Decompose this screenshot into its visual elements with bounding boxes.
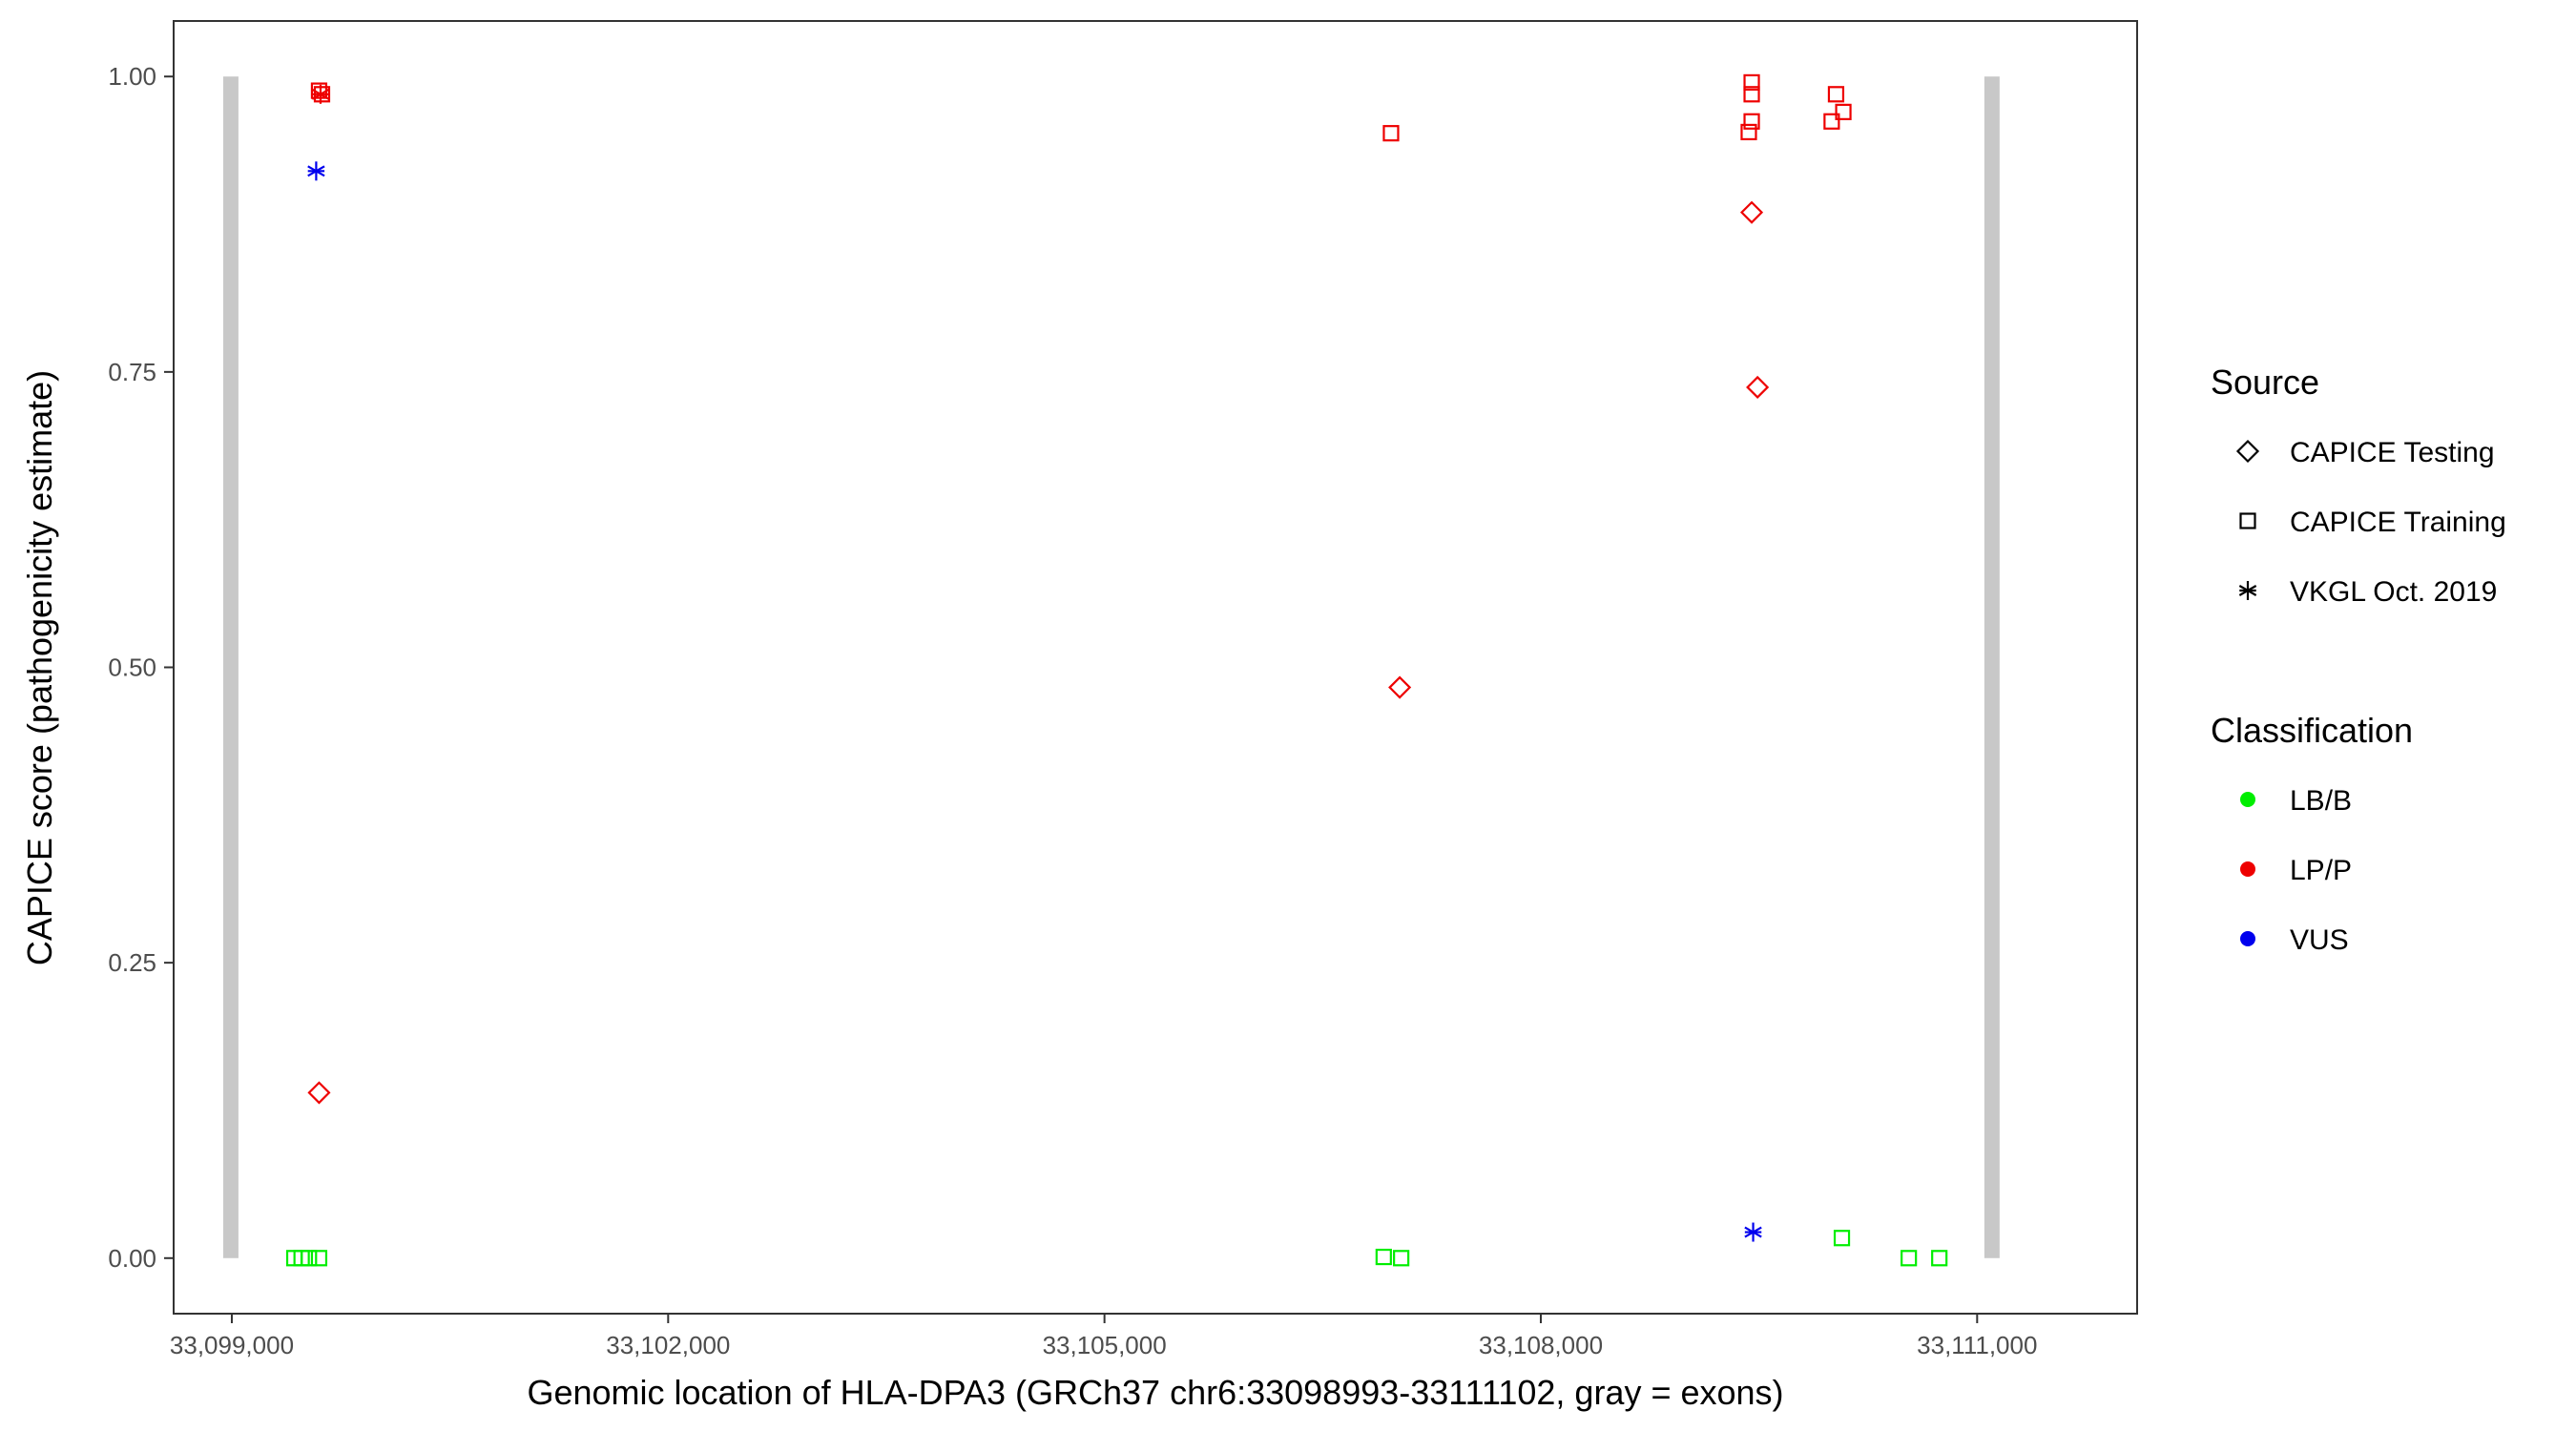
- y-tick-label: 1.00: [108, 62, 156, 91]
- data-point: [1743, 73, 1760, 92]
- legend-key-dot: [2240, 861, 2255, 877]
- data-point: [1743, 113, 1760, 130]
- y-axis: 0.00 0.25 0.50 0.75 1.00: [108, 62, 174, 1273]
- data-point: [1740, 123, 1757, 141]
- data-point: [1375, 1248, 1392, 1266]
- data-point: [1931, 1250, 1948, 1267]
- data-point: [1827, 86, 1845, 103]
- data-point: [1835, 103, 1852, 120]
- x-axis: 33,099,000 33,102,000 33,105,000 33,108,000…: [170, 1314, 2037, 1359]
- data-point: [1746, 375, 1770, 400]
- exon-bars: [222, 76, 2000, 1258]
- x-tick-label: 33,099,000: [170, 1331, 294, 1359]
- legend-key-square: [2239, 512, 2256, 529]
- data-point: [1901, 1250, 1918, 1267]
- x-tick-label: 33,111,000: [1917, 1331, 2037, 1359]
- legend-key-dot: [2240, 931, 2255, 946]
- legend-label: VUS: [2290, 924, 2349, 956]
- y-axis-title: CAPICE score (pathogenicity estimate): [20, 370, 59, 965]
- legend-classification-title: Classification: [2211, 711, 2413, 750]
- legend: Source CAPICE Testing CAPICE Training VKGL…: [2211, 363, 2506, 956]
- y-tick-label: 0.25: [108, 948, 156, 977]
- exon-bar: [222, 76, 239, 1258]
- legend-classification-items: LB/B LP/P VUS: [2240, 785, 2352, 956]
- data-point: [301, 1250, 318, 1267]
- data-point: [1833, 1230, 1851, 1247]
- legend-key-asterisk: [2238, 581, 2257, 600]
- x-axis-title: Genomic location of HLA-DPA3 (GRCh37 chr…: [527, 1373, 1783, 1412]
- legend-label: CAPICE Training: [2290, 507, 2506, 538]
- legend-key-diamond: [2235, 439, 2260, 464]
- data-point: [313, 86, 331, 103]
- legend-key-dot: [2240, 792, 2255, 807]
- legend-label: VKGL Oct. 2019: [2290, 576, 2497, 608]
- data-point: [1739, 200, 1764, 224]
- data-point: [1393, 1250, 1410, 1267]
- legend-source-title: Source: [2211, 363, 2319, 402]
- x-tick-label: 33,108,000: [1479, 1331, 1603, 1359]
- data-point: [310, 82, 328, 99]
- data-point: [1743, 86, 1760, 103]
- x-tick-label: 33,102,000: [606, 1331, 730, 1359]
- y-tick-label: 0.00: [108, 1244, 156, 1273]
- legend-label: CAPICE Testing: [2290, 437, 2495, 468]
- legend-label: LP/P: [2290, 855, 2352, 886]
- data-point: [307, 161, 325, 181]
- legend-source-items: CAPICE Testing CAPICE Training VKGL Oct. 2…: [2235, 437, 2506, 608]
- y-tick-label: 0.75: [108, 358, 156, 386]
- data-point: [1823, 113, 1840, 130]
- data-point: [1744, 1222, 1762, 1242]
- data-point: [310, 1250, 328, 1267]
- legend-label: LB/B: [2290, 785, 2352, 817]
- data-point: [1382, 125, 1400, 142]
- x-tick-label: 33,105,000: [1043, 1331, 1167, 1359]
- data-points: [285, 73, 1948, 1267]
- data-point: [1388, 675, 1412, 699]
- y-tick-label: 0.50: [108, 653, 156, 682]
- data-point: [307, 1081, 331, 1105]
- exon-bar: [1984, 76, 2000, 1258]
